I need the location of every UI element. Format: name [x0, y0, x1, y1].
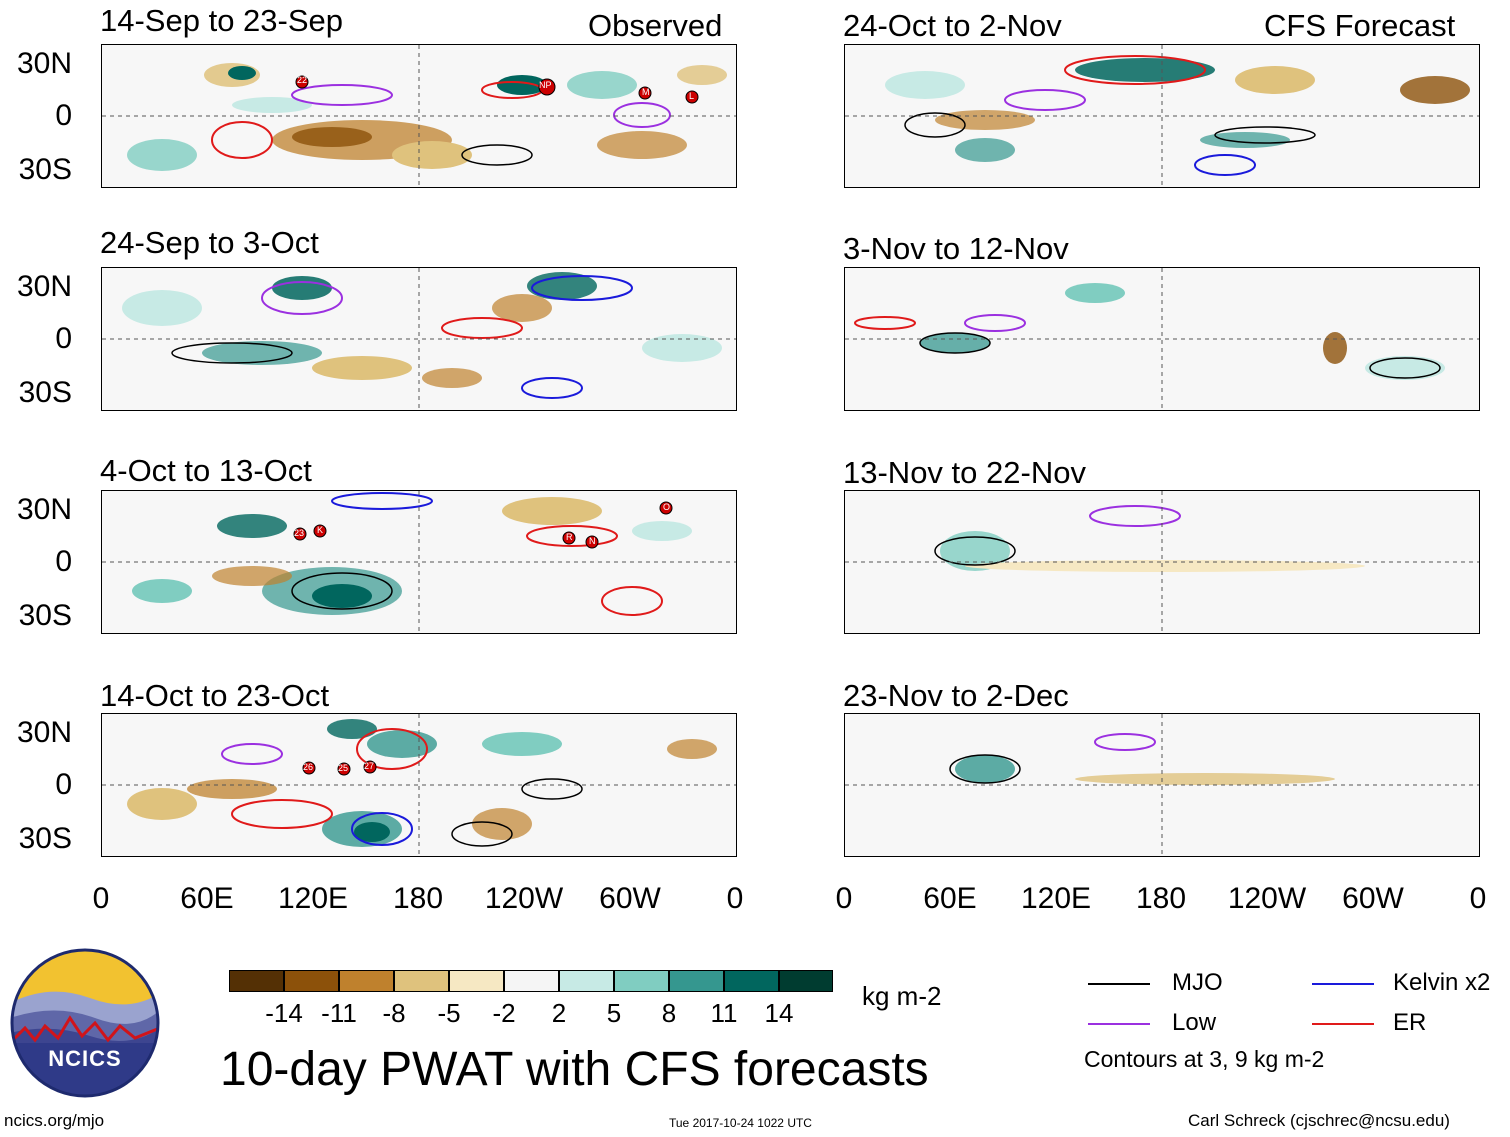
storm-label: M [642, 87, 650, 97]
colorbar-units: kg m-2 [862, 981, 942, 1011]
legend-label-er: ER [1393, 1009, 1427, 1036]
colorbar-segment [339, 970, 394, 992]
colorbar-segment [559, 970, 614, 992]
colorbar-segment [504, 970, 559, 992]
lon-label-0: 0 [92, 882, 110, 915]
legend-label-mjo: MJO [1172, 969, 1223, 996]
colorbar-segment [394, 970, 449, 992]
map-panel-1: 22 NP M L [101, 44, 737, 188]
storm-label: R [566, 532, 573, 542]
lat-label-0: 0 [55, 322, 72, 355]
lon-label-60e: 60E [923, 882, 977, 915]
panel-8-title: 23-Nov to 2-Dec [843, 678, 1069, 713]
lat-label-0: 0 [55, 545, 72, 578]
colorbar-tick-label: -11 [321, 998, 357, 1028]
lat-label-30n: 30N [16, 493, 72, 526]
logo-text: NCICS [48, 1046, 122, 1071]
colorbar-segment [449, 970, 504, 992]
lon-label-120e: 120E [277, 882, 349, 915]
panel-5-title: 24-Oct to 2-Nov [843, 8, 1062, 43]
storm-label: NP [539, 80, 552, 90]
lat-label-30s: 30S [18, 153, 72, 186]
colorbar-segment [779, 970, 833, 992]
contours-note: Contours at 3, 9 kg m-2 [1084, 1046, 1325, 1072]
lon-label-60w: 60W [599, 882, 661, 915]
panel-7-title: 13-Nov to 22-Nov [843, 455, 1086, 490]
storm-label: K [317, 525, 324, 535]
colorbar-segment [284, 970, 339, 992]
lon-label-60w: 60W [1342, 882, 1404, 915]
ncics-logo: NCICS [10, 948, 160, 1098]
colorbar-tick-label: 2 [551, 998, 567, 1028]
lat-label-0: 0 [55, 768, 72, 801]
storm-label: 22 [297, 75, 308, 85]
legend-line-kelvin [1312, 983, 1374, 985]
lat-label-0: 0 [55, 99, 72, 132]
lat-label-30s: 30S [18, 822, 72, 855]
legend-line-low [1088, 1023, 1150, 1025]
storm-label: 27 [364, 761, 375, 771]
storm-label: 23 [294, 528, 305, 538]
main-title: 10-day PWAT with CFS forecasts [220, 1043, 929, 1096]
lon-label-60e: 60E [180, 882, 234, 915]
colorbar-tick-label: -8 [382, 998, 406, 1028]
lat-label-30n: 30N [16, 270, 72, 303]
panel-3-title: 4-Oct to 13-Oct [100, 453, 312, 488]
colorbar-tick-label: 11 [710, 998, 738, 1028]
lat-label-30n: 30N [16, 47, 72, 80]
lat-label-30s: 30S [18, 599, 72, 632]
map-panel-7 [844, 490, 1480, 634]
lon-label-180: 180 [1135, 882, 1187, 915]
colorbar-segment [724, 970, 779, 992]
lon-label-180: 180 [392, 882, 444, 915]
colorbar-tick-label: 14 [764, 998, 794, 1028]
observed-label: Observed [588, 8, 723, 43]
colorbar-tick-label: 8 [661, 998, 677, 1028]
colorbar-segment [614, 970, 669, 992]
storm-label: 26 [303, 762, 314, 772]
lon-label-120w: 120W [484, 882, 564, 915]
panel-4-title: 14-Oct to 23-Oct [100, 678, 330, 713]
map-panel-5 [844, 44, 1480, 188]
colorbar-tick-label: 5 [606, 998, 622, 1028]
colorbar-tick-label: -5 [437, 998, 461, 1028]
lon-label-0: 0 [726, 882, 744, 915]
footer-author: Carl Schreck (cjschrec@ncsu.edu) [1188, 1111, 1450, 1130]
panel-6-title: 3-Nov to 12-Nov [843, 231, 1069, 266]
storm-label: N [589, 536, 596, 546]
map-panel-2 [101, 267, 737, 411]
panel-2-title: 24-Sep to 3-Oct [100, 225, 319, 260]
legend-label-low: Low [1172, 1009, 1217, 1036]
lon-label-120e: 120E [1020, 882, 1092, 915]
colorbar-tick-label: -2 [492, 998, 516, 1028]
colorbar-segment [229, 970, 284, 992]
storm-label: O [663, 502, 671, 512]
map-panel-8 [844, 713, 1480, 857]
panel-1-title: 14-Sep to 23-Sep [100, 3, 344, 38]
colorbar-tick-label: -14 [265, 998, 303, 1028]
map-panel-4: 26 25 27 [101, 713, 737, 857]
map-panel-6 [844, 267, 1480, 411]
map-panel-3: 23 K R N O [101, 490, 737, 634]
lon-label-0: 0 [835, 882, 853, 915]
legend-label-kelvin: Kelvin x2 [1393, 969, 1491, 996]
legend-line-er [1312, 1023, 1374, 1025]
lat-label-30n: 30N [16, 716, 72, 749]
legend-line-mjo [1088, 983, 1150, 985]
lon-label-0: 0 [1469, 882, 1487, 915]
storm-label: 25 [338, 763, 349, 773]
footer-url[interactable]: ncics.org/mjo [4, 1111, 105, 1130]
storm-label: L [689, 91, 695, 101]
footer-timestamp: Tue 2017-10-24 1022 UTC [669, 1116, 812, 1130]
lon-label-120w: 120W [1227, 882, 1307, 915]
lat-label-30s: 30S [18, 376, 72, 409]
cfs-forecast-label: CFS Forecast [1264, 8, 1456, 43]
colorbar-segment [669, 970, 724, 992]
